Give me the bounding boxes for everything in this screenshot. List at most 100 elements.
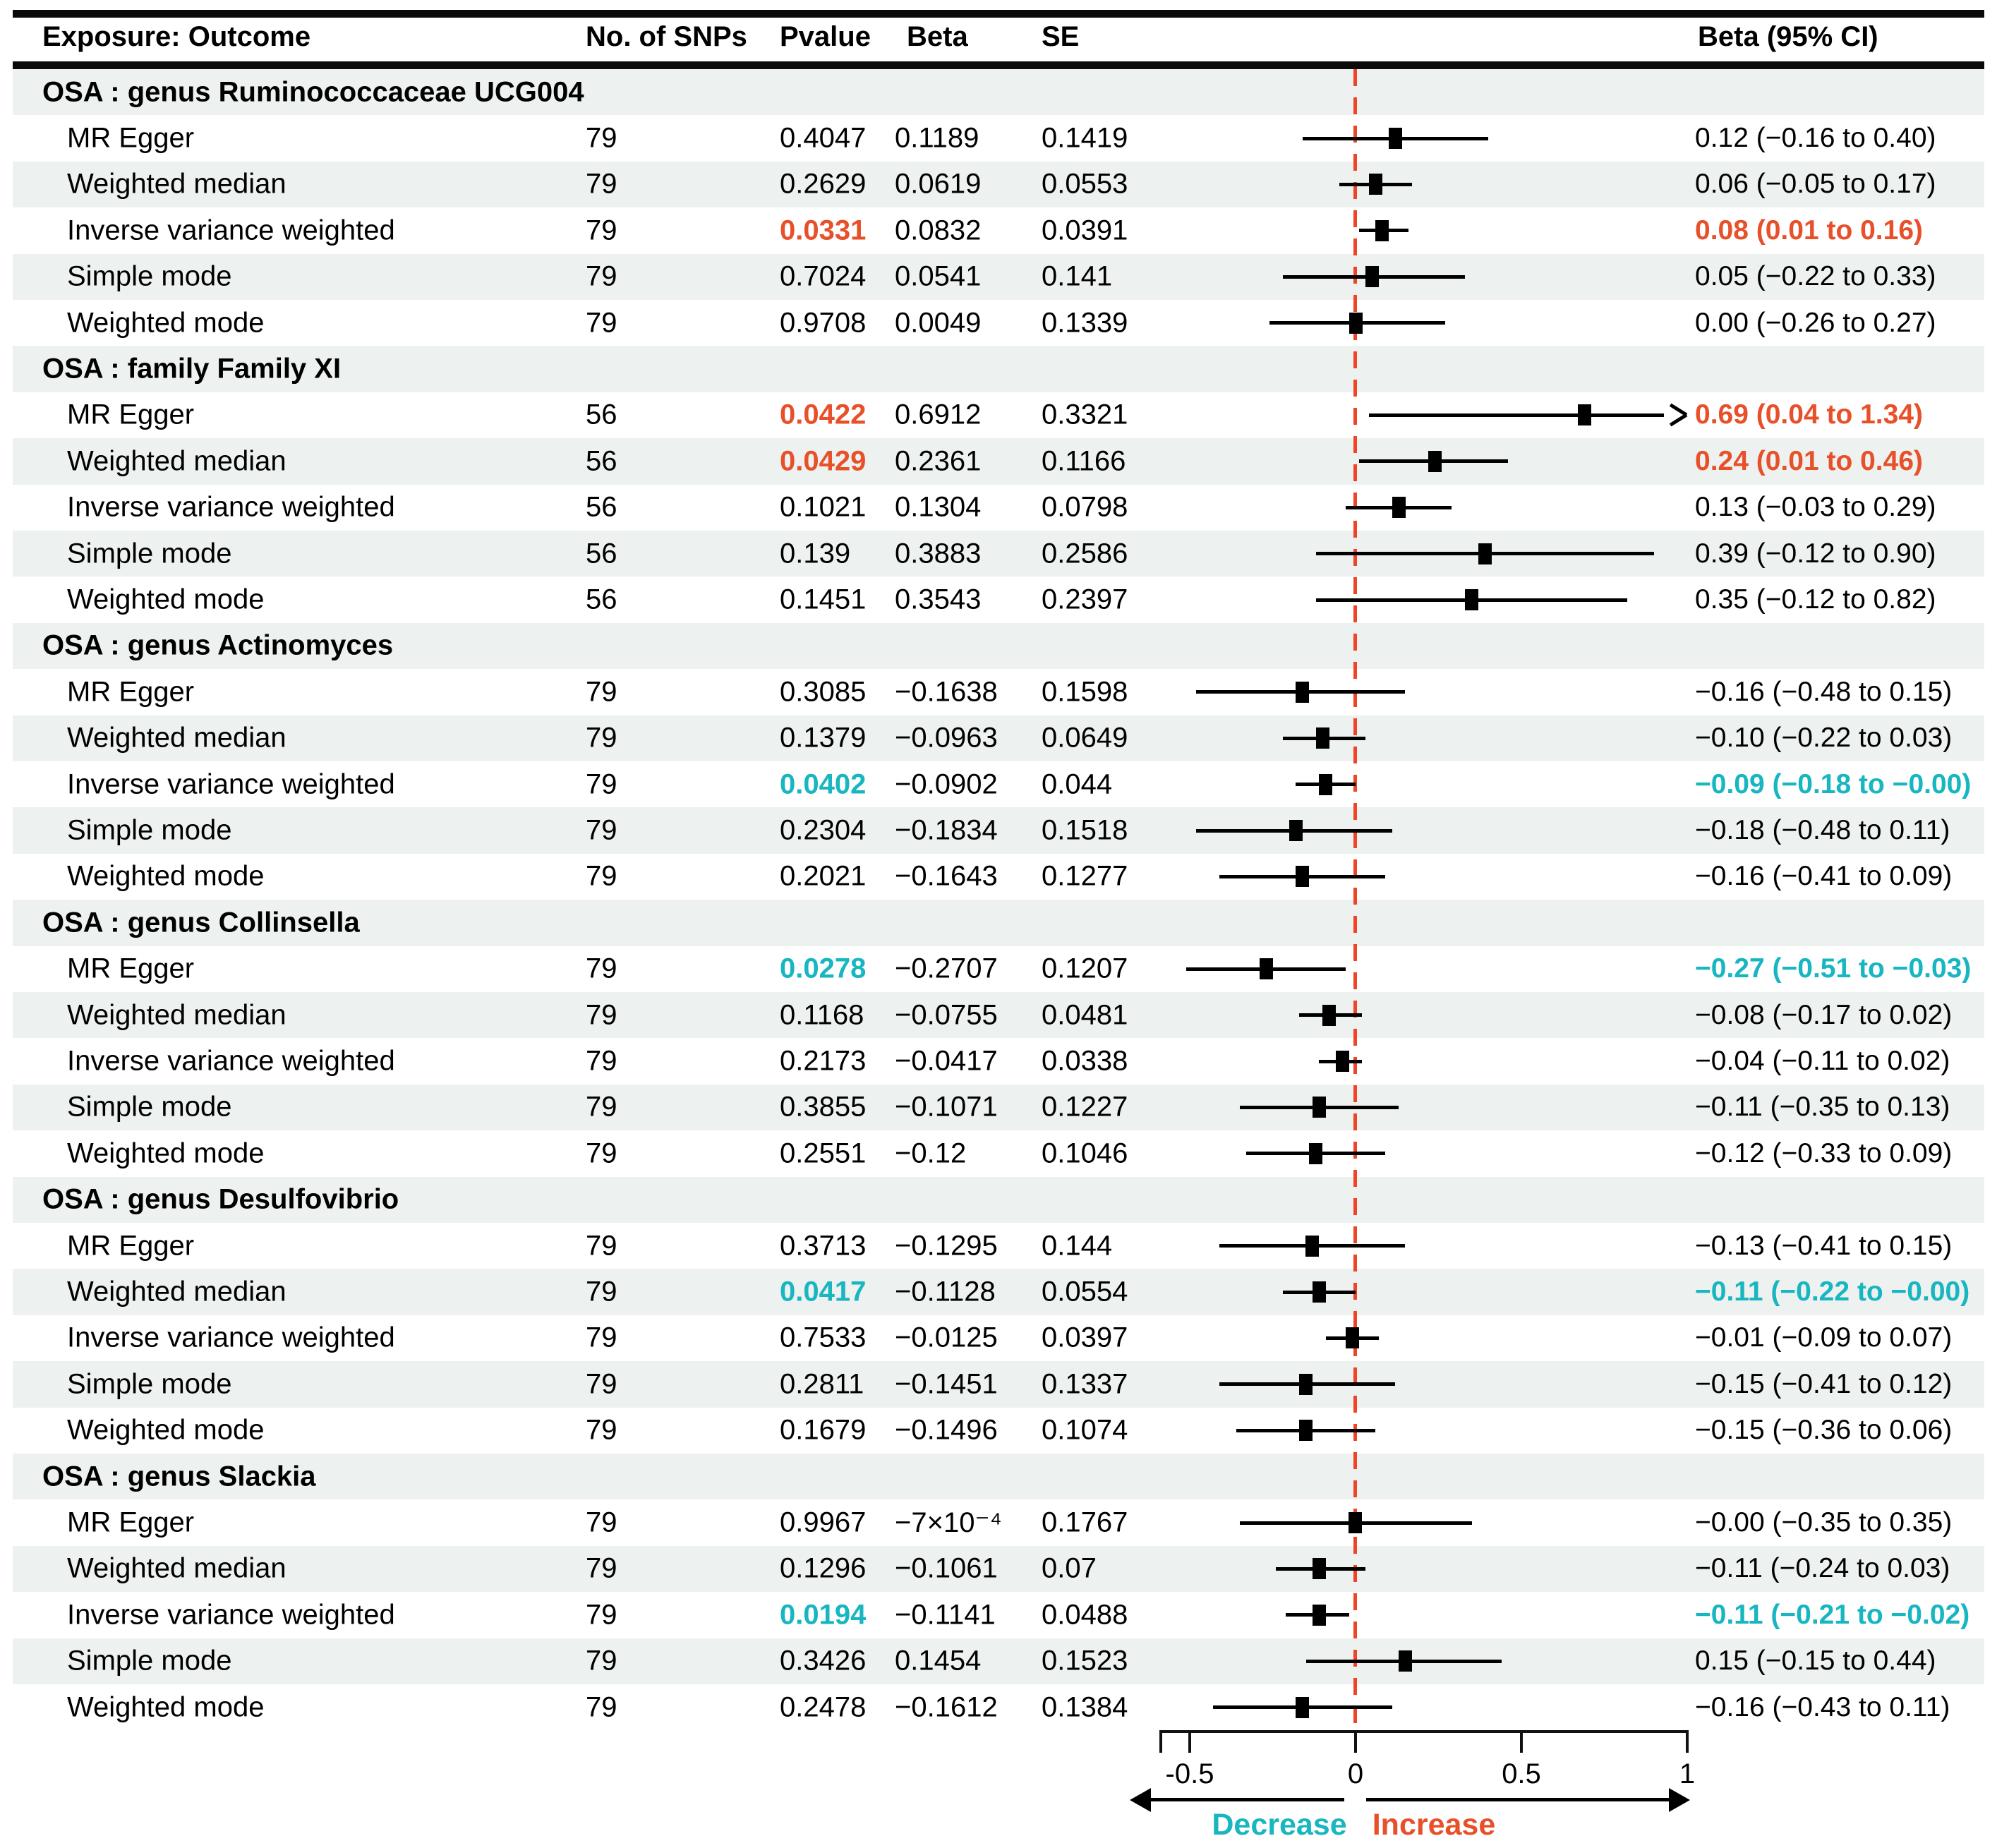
se-cell: 0.1046 — [1042, 1137, 1128, 1169]
point-estimate-marker — [1577, 404, 1591, 426]
ci-text-cell: 0.35 (−0.12 to 0.82) — [1695, 584, 1936, 615]
beta-cell: 0.3543 — [895, 584, 982, 615]
table-row: MR Egger 79 0.9967 −7×10⁻⁴ 0.1767 −0.00 (−0.3… — [0, 1499, 1997, 1545]
point-estimate-marker — [1296, 866, 1310, 888]
pvalue-cell: 0.2021 — [780, 860, 867, 892]
row-stripe — [13, 715, 1984, 761]
point-estimate-marker — [1319, 773, 1333, 795]
se-cell: 0.07 — [1042, 1552, 1097, 1584]
group-header-row: OSA : genus Desulfovibrio — [0, 1177, 1997, 1223]
row-stripe — [13, 69, 1984, 116]
method-cell: Inverse variance weighted — [67, 215, 395, 246]
point-estimate-marker — [1296, 681, 1310, 703]
increase-arrow-line — [1366, 1798, 1671, 1801]
pvalue-cell: 0.0422 — [780, 399, 867, 430]
table-row: Inverse variance weighted 79 0.0331 0.0832 0… — [0, 207, 1997, 253]
decrease-arrowhead-icon — [1130, 1788, 1151, 1812]
snps-cell: 79 — [586, 768, 617, 800]
table-row: Weighted mode 79 0.2551 −0.12 0.1046 −0.12 (−… — [0, 1130, 1997, 1176]
point-estimate-marker — [1315, 727, 1329, 749]
snps-cell: 79 — [586, 676, 617, 708]
point-estimate-marker — [1309, 1142, 1323, 1164]
column-header-se: SE — [1042, 21, 1080, 52]
beta-cell: −0.1295 — [895, 1230, 998, 1262]
axis-tick — [1188, 1730, 1191, 1753]
table-row: Simple mode 79 0.3855 −0.1071 0.1227 −0.11 (−… — [0, 1085, 1997, 1130]
point-estimate-marker — [1312, 1558, 1326, 1580]
snps-cell: 79 — [586, 1691, 617, 1723]
group-header-label: OSA : genus Slackia — [42, 1461, 316, 1492]
pvalue-cell: 0.3085 — [780, 676, 867, 708]
method-cell: Inverse variance weighted — [67, 768, 395, 800]
method-cell: Weighted median — [67, 168, 286, 200]
increase-label: Increase — [1372, 1808, 1496, 1842]
table-row: MR Egger 56 0.0422 0.6912 0.3321 0.69 (0.04 t… — [0, 392, 1997, 438]
zero-reference-line — [1353, 69, 1357, 1730]
beta-cell: 0.1189 — [895, 122, 979, 154]
pvalue-cell: 0.3426 — [780, 1645, 867, 1677]
pvalue-cell: 0.2304 — [780, 814, 867, 846]
snps-cell: 56 — [586, 399, 617, 430]
snps-cell: 79 — [586, 953, 617, 984]
snps-cell: 79 — [586, 1091, 617, 1123]
beta-cell: −0.2707 — [895, 953, 998, 984]
method-cell: Simple mode — [67, 814, 232, 846]
method-cell: Simple mode — [67, 260, 232, 292]
snps-cell: 79 — [586, 1368, 617, 1400]
pvalue-cell: 0.9708 — [780, 307, 867, 339]
beta-cell: −0.1071 — [895, 1091, 998, 1123]
pvalue-cell: 0.3713 — [780, 1230, 867, 1262]
snps-cell: 79 — [586, 1137, 617, 1169]
se-cell: 0.0481 — [1042, 999, 1128, 1031]
ci-text-cell: −0.11 (−0.24 to 0.03) — [1695, 1553, 1950, 1584]
table-row: Weighted mode 79 0.2021 −0.1643 0.1277 −0.16 … — [0, 854, 1997, 900]
beta-cell: −0.0417 — [895, 1045, 998, 1077]
method-cell: Simple mode — [67, 538, 232, 569]
ci-text-cell: −0.01 (−0.09 to 0.07) — [1695, 1322, 1953, 1353]
ci-text-cell: −0.00 (−0.35 to 0.35) — [1695, 1507, 1953, 1538]
method-cell: Inverse variance weighted — [67, 1045, 395, 1077]
table-row: Weighted median 79 0.1168 −0.0755 0.0481 −0.0… — [0, 992, 1997, 1038]
group-header-label: OSA : genus Collinsella — [42, 907, 360, 938]
pvalue-cell: 0.0417 — [780, 1276, 867, 1308]
snps-cell: 79 — [586, 168, 617, 200]
pvalue-cell: 0.1296 — [780, 1552, 867, 1584]
axis-tick — [1686, 1730, 1689, 1753]
ci-text-cell: 0.13 (−0.03 to 0.29) — [1695, 492, 1936, 523]
ci-text-cell: −0.09 (−0.18 to −0.00) — [1695, 768, 1972, 799]
snps-cell: 79 — [586, 1599, 617, 1631]
point-estimate-marker — [1375, 219, 1389, 241]
beta-cell: 0.0832 — [895, 215, 982, 246]
se-cell: 0.1767 — [1042, 1506, 1128, 1538]
method-cell: Weighted mode — [67, 860, 265, 892]
se-cell: 0.1384 — [1042, 1691, 1128, 1723]
beta-cell: 0.1454 — [895, 1645, 982, 1677]
se-cell: 0.044 — [1042, 768, 1113, 800]
beta-cell: −0.12 — [895, 1137, 967, 1169]
ci-clip-arrowhead-icon — [1669, 413, 1688, 427]
row-stripe — [13, 1176, 1984, 1223]
snps-cell: 79 — [586, 307, 617, 339]
row-stripe — [13, 1269, 1984, 1315]
beta-cell: −0.0963 — [895, 722, 998, 754]
ci-text-cell: −0.18 (−0.48 to 0.11) — [1695, 815, 1950, 846]
se-cell: 0.0488 — [1042, 1599, 1128, 1631]
table-row: Weighted mode 79 0.2478 −0.1612 0.1384 −0.16 … — [0, 1684, 1997, 1730]
pvalue-cell: 0.0278 — [780, 953, 867, 984]
row-stripe — [13, 1545, 1984, 1593]
se-cell: 0.1337 — [1042, 1368, 1128, 1400]
method-cell: Weighted mode — [67, 1691, 265, 1723]
table-row: MR Egger 79 0.0278 −0.2707 0.1207 −0.27 (−0.5… — [0, 946, 1997, 992]
beta-cell: 0.2361 — [895, 445, 982, 477]
point-estimate-marker — [1305, 1235, 1320, 1257]
point-estimate-marker — [1312, 1281, 1326, 1303]
pvalue-cell: 0.1451 — [780, 584, 867, 615]
se-cell: 0.2586 — [1042, 538, 1128, 569]
table-row: Weighted median 79 0.1379 −0.0963 0.0649 −0.1… — [0, 715, 1997, 761]
se-cell: 0.3321 — [1042, 399, 1128, 430]
ci-text-cell: 0.15 (−0.15 to 0.44) — [1695, 1645, 1936, 1677]
point-estimate-marker — [1335, 1051, 1349, 1073]
method-cell: MR Egger — [67, 1506, 195, 1538]
table-row: Weighted median 79 0.2629 0.0619 0.0553 0.06 … — [0, 162, 1997, 207]
se-cell: 0.0397 — [1042, 1322, 1128, 1353]
